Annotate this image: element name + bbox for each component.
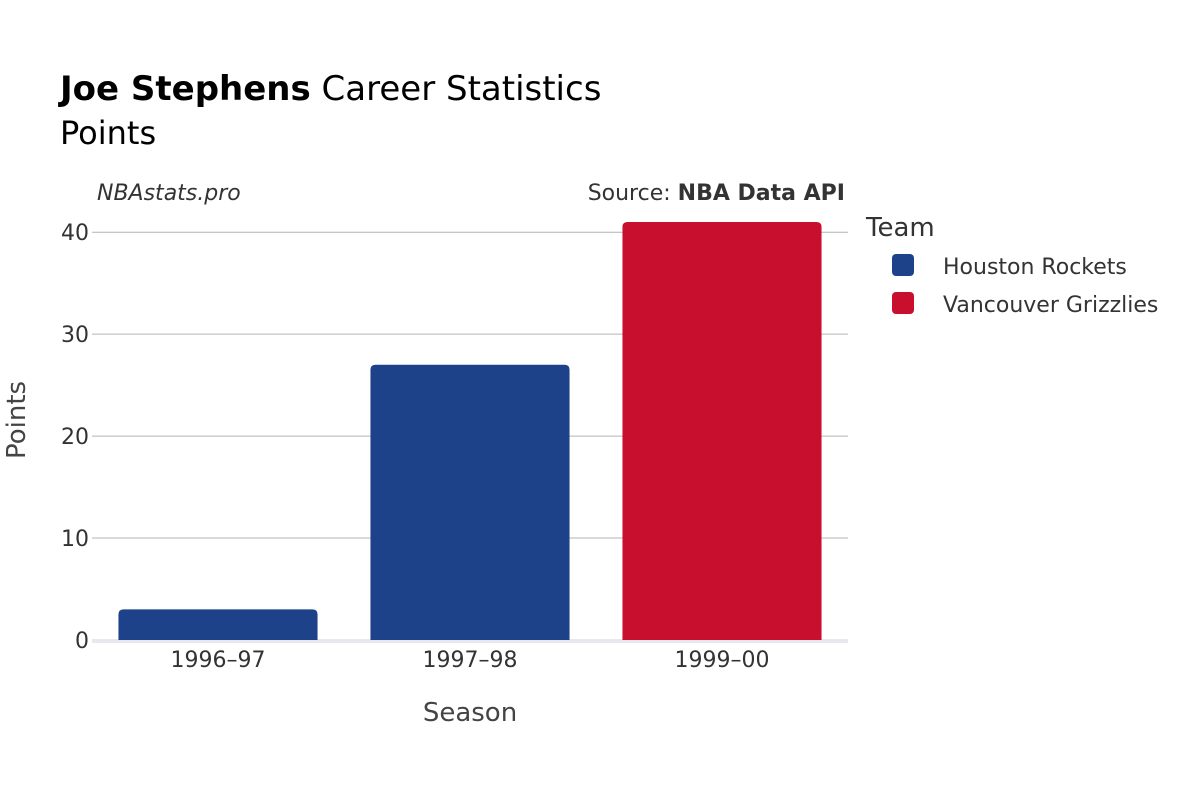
x-tick-label: 1997–98 — [423, 648, 518, 673]
y-tick-label: 40 — [61, 221, 89, 246]
x-tick-label: 1999–00 — [675, 648, 770, 673]
chart-title: Joe Stephens Career Statistics — [58, 69, 601, 109]
bars — [118, 222, 822, 640]
source-prefix: Source: — [588, 181, 678, 206]
legend-label-houston-rockets: Houston Rockets — [943, 255, 1127, 280]
x-tick-labels: 1996–97 1997–98 1999–00 — [171, 648, 770, 673]
source-annotation: Source: NBA Data API — [588, 181, 845, 206]
chart-subtitle: Points — [60, 114, 156, 152]
source-name: NBA Data API — [678, 181, 845, 206]
y-tick-label: 10 — [61, 527, 89, 552]
y-tick-label: 30 — [61, 323, 89, 348]
legend-swatch-vancouver-grizzlies — [892, 292, 914, 314]
bar-1997–98 — [370, 364, 570, 640]
chart-title-rest: Career Statistics — [311, 69, 602, 109]
legend-label-vancouver-grizzlies: Vancouver Grizzlies — [943, 293, 1158, 318]
x-axis-title: Season — [423, 698, 517, 728]
y-tick-labels: 0 10 20 30 40 — [61, 221, 89, 654]
bar-1996–97 — [118, 609, 318, 640]
legend-swatch-houston-rockets — [892, 254, 914, 276]
legend: Team Houston Rockets Vancouver Grizzlies — [865, 213, 1158, 318]
y-tick-label: 20 — [61, 425, 89, 450]
x-tick-label: 1996–97 — [171, 648, 266, 673]
y-axis-title: Points — [2, 381, 32, 459]
chart-title-player: Joe Stephens — [58, 69, 311, 109]
site-annotation: NBAstats.pro — [97, 181, 241, 206]
bar-1999–00 — [622, 222, 822, 640]
y-tick-label: 0 — [75, 629, 89, 654]
legend-title: Team — [865, 213, 935, 243]
